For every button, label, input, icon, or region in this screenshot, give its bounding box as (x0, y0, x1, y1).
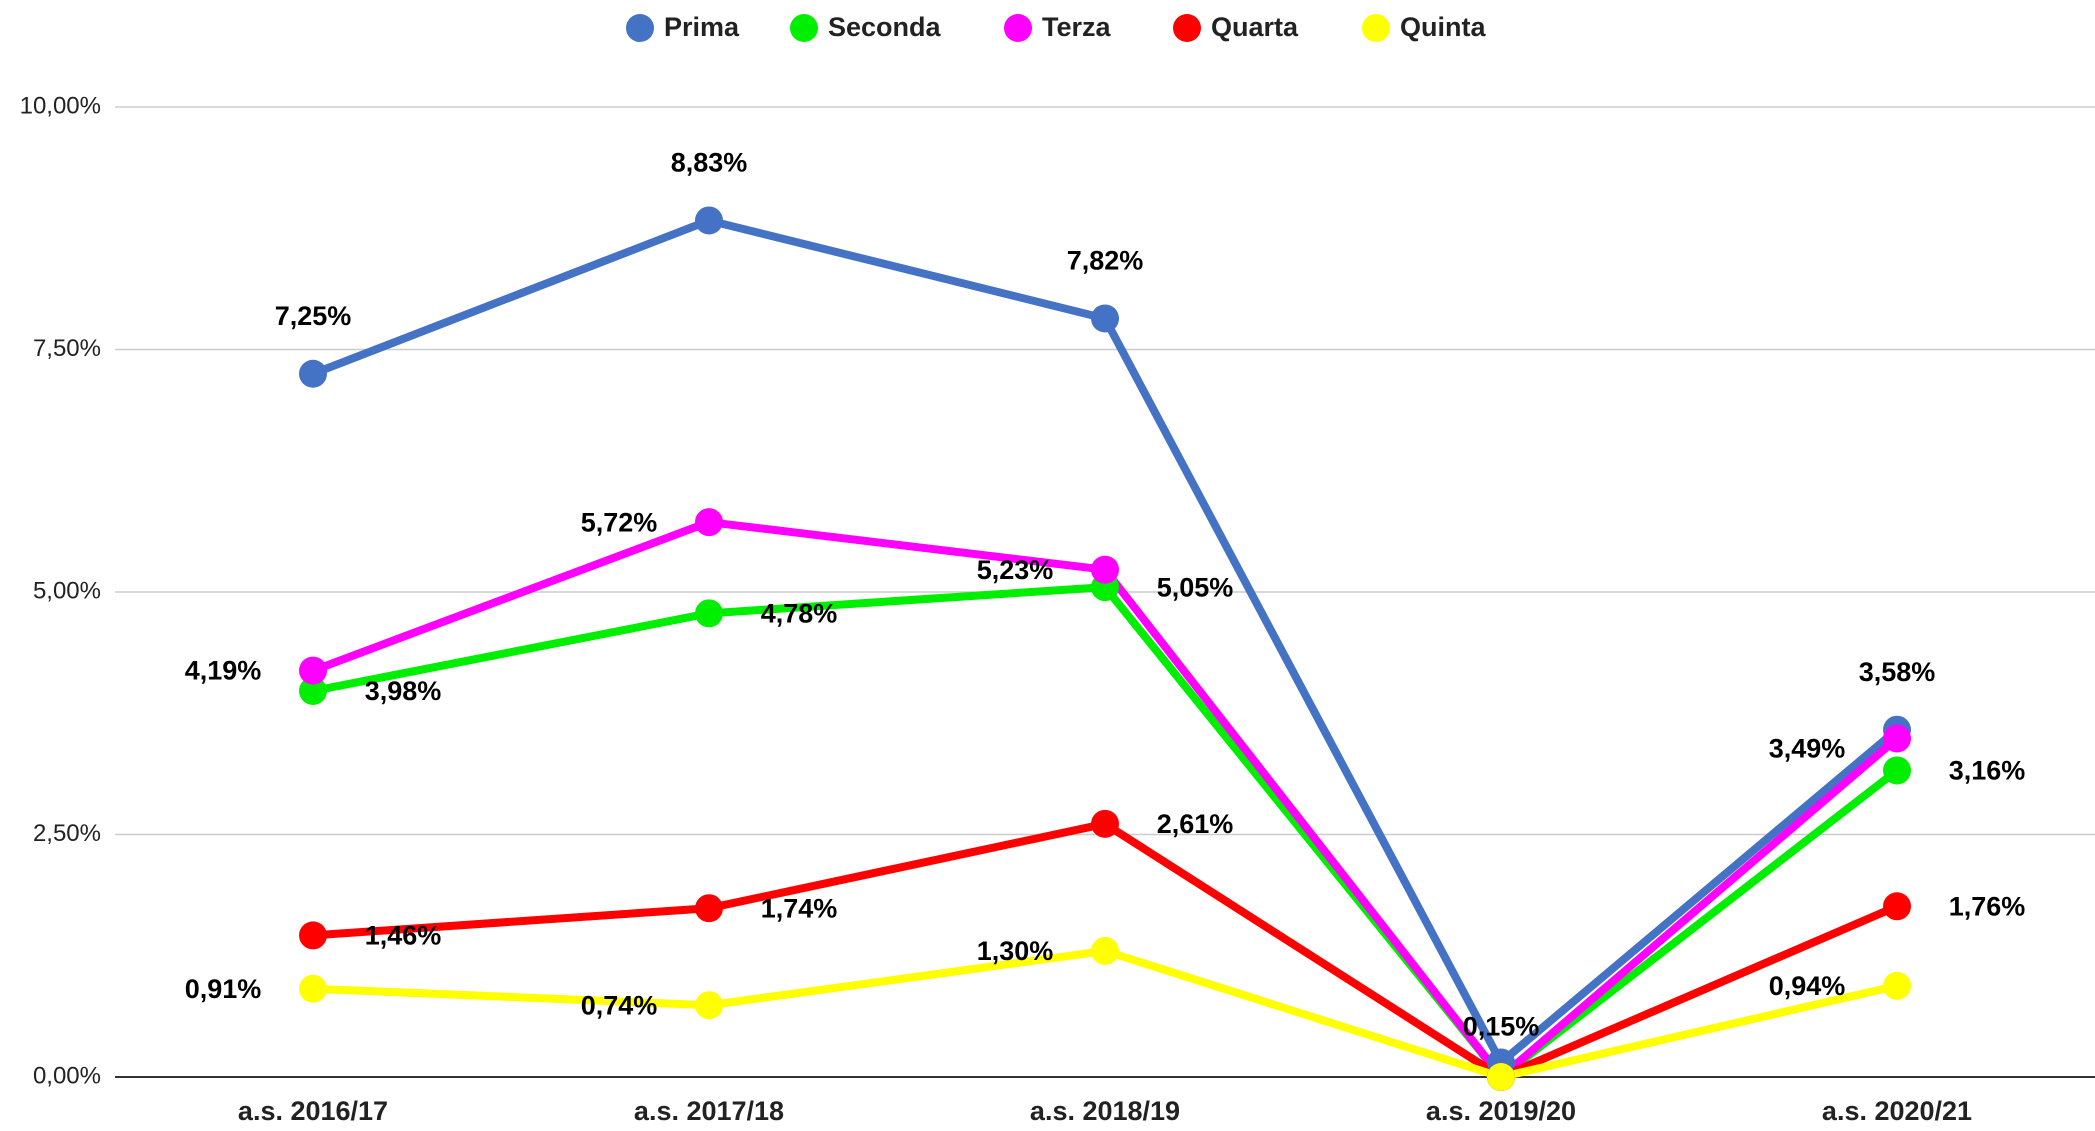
data-point (1883, 971, 1911, 1000)
y-tick-label: 7,50% (33, 335, 101, 362)
data-point (299, 974, 327, 1003)
series-line (311, 518, 1900, 1081)
x-tick-label: a.s. 2018/19 (1030, 1096, 1180, 1126)
legend-label: Prima (664, 12, 740, 42)
data-label: 4,19% (185, 656, 262, 686)
data-point (1883, 756, 1911, 785)
data-point (1091, 809, 1119, 838)
series-line (312, 946, 1898, 1081)
legend-label: Quarta (1211, 12, 1299, 42)
legend-label: Quinta (1400, 12, 1486, 42)
data-point (299, 921, 327, 950)
legend-label: Seconda (828, 12, 942, 42)
data-label: 3,49% (1769, 734, 1846, 764)
legend-marker (1362, 14, 1390, 42)
data-point (695, 508, 723, 537)
data-point (1883, 724, 1911, 753)
data-point (299, 359, 327, 388)
data-point (695, 599, 723, 628)
x-tick-label: a.s. 2020/21 (1822, 1096, 1972, 1126)
data-point (1091, 304, 1119, 333)
x-tick-label: a.s. 2016/17 (238, 1096, 388, 1126)
legend-marker (1004, 14, 1032, 42)
data-point (1091, 555, 1119, 584)
data-label: 5,05% (1157, 572, 1234, 602)
data-label: 3,16% (1949, 756, 2026, 786)
data-point (299, 676, 327, 705)
x-tick-label: a.s. 2017/18 (634, 1096, 784, 1126)
data-point (695, 894, 723, 923)
data-label: 3,98% (365, 676, 442, 706)
data-point (1883, 892, 1911, 921)
data-label: 3,58% (1859, 657, 1936, 687)
data-point (695, 206, 723, 235)
data-label: 0,15% (1463, 1012, 1540, 1042)
data-label: 7,82% (1067, 246, 1144, 276)
data-label: 8,83% (671, 148, 748, 178)
data-label: 5,23% (977, 555, 1054, 585)
legend-label: Terza (1042, 12, 1112, 42)
legend-marker (790, 14, 818, 42)
data-label: 4,78% (761, 598, 838, 628)
data-point (1091, 936, 1119, 965)
data-point (695, 991, 723, 1020)
data-label: 0,74% (581, 990, 658, 1020)
y-tick-label: 2,50% (33, 820, 101, 847)
data-label: 7,25% (275, 301, 352, 331)
data-label: 1,30% (977, 936, 1054, 966)
data-point (1487, 1063, 1515, 1091)
y-tick-label: 0,00% (33, 1062, 101, 1089)
data-point (299, 656, 327, 685)
data-label: 1,76% (1949, 891, 2026, 921)
data-label: 5,72% (581, 507, 658, 537)
legend-marker (626, 14, 654, 42)
y-tick-label: 10,00% (20, 92, 101, 119)
data-label: 1,74% (761, 893, 838, 923)
legend-marker (1173, 14, 1201, 42)
y-tick-label: 5,00% (33, 577, 101, 604)
data-label: 0,94% (1769, 971, 1846, 1001)
x-tick-label: a.s. 2019/20 (1426, 1096, 1576, 1126)
data-label: 0,91% (185, 974, 262, 1004)
data-label: 2,61% (1157, 809, 1234, 839)
data-label: 1,46% (365, 921, 442, 951)
